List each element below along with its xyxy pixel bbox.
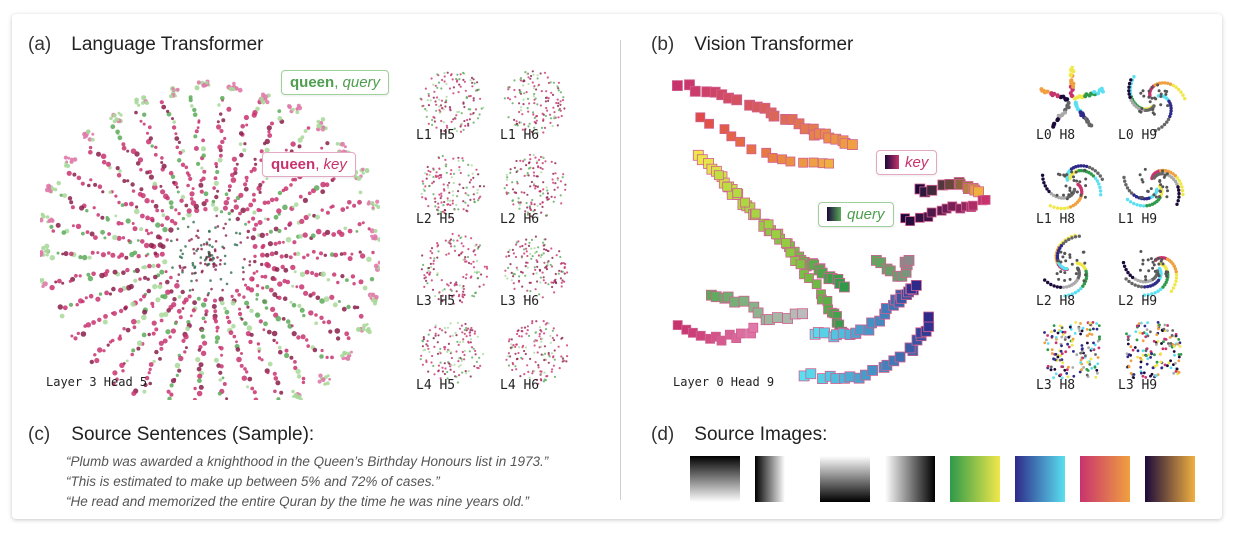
language-thumb-l4-h6 <box>505 320 569 385</box>
language-thumb-label: L3 H5 <box>416 294 456 309</box>
language-thumb-l2-h6 <box>503 153 567 219</box>
language-thumb-label: L1 H5 <box>416 128 456 143</box>
panel-divider <box>620 40 621 500</box>
panel-d-heading: Source Images: <box>694 424 828 445</box>
vision-thumb-label: L3 H9 <box>1118 378 1158 393</box>
vision-thumb-l3-h9 <box>1125 321 1183 379</box>
vision-thumb-label: L2 H9 <box>1118 294 1158 309</box>
vision-thumb-l0-h9 <box>1127 75 1187 133</box>
panel-d-title: (d) Source Images: <box>651 424 827 446</box>
vision-key-role: key <box>905 154 929 171</box>
vision-key-callout: key <box>876 150 938 175</box>
language-thumb-l3-h6 <box>504 235 569 299</box>
language-thumb-label: L2 H6 <box>500 212 540 227</box>
source-image-blue-cyan <box>1015 456 1065 502</box>
sentence-2: “This is estimated to make up between 5%… <box>66 474 440 489</box>
queen-key-word: queen <box>271 156 316 173</box>
vision-thumb-l1-h8 <box>1040 164 1104 211</box>
language-thumb-label: L4 H5 <box>416 378 456 393</box>
vision-thumb-l0-h8 <box>1039 66 1105 129</box>
sentence-3: “He read and memorized the entire Quran … <box>66 494 529 509</box>
vision-thumb-label: L3 H8 <box>1036 378 1076 393</box>
source-image-gray-vertical <box>690 456 740 502</box>
vision-thumb-label: L0 H8 <box>1036 128 1076 143</box>
source-image-purple-gold <box>1145 456 1195 502</box>
language-thumb-l1-h6 <box>503 70 566 134</box>
vision-main-label: Layer 0 Head 9 <box>673 375 775 389</box>
panel-c-tag: (c) <box>28 424 51 445</box>
vision-thumb-l2-h9 <box>1121 250 1179 297</box>
vision-thumb-l3-h8 <box>1043 321 1101 380</box>
source-image-gray-horizontal-center <box>755 456 805 502</box>
language-main-label: Layer 3 Head 5 <box>46 375 148 389</box>
panel-a-tag: (a) <box>28 34 52 55</box>
language-thumb-label: L4 H6 <box>500 378 540 393</box>
queen-key-sep: , <box>315 156 324 173</box>
source-image-green-yellow <box>950 456 1000 502</box>
key-swatch-icon <box>885 155 899 169</box>
vision-query-role: query <box>847 206 885 223</box>
queen-key-callout: queen, key <box>262 152 356 177</box>
source-sentences: “Plumb was awarded a knighthood in the Q… <box>66 452 548 512</box>
panel-b-heading: Vision Transformer <box>694 34 854 55</box>
language-thumb-l2-h5 <box>420 154 486 219</box>
source-image-gray-vertical-inverted <box>820 456 870 502</box>
language-thumb-label: L2 H5 <box>416 212 456 227</box>
language-thumb-label: L1 H6 <box>500 128 540 143</box>
vision-main-scatter <box>671 79 991 385</box>
sentence-1: “Plumb was awarded a knighthood in the Q… <box>66 454 549 469</box>
language-thumb-l1-h5 <box>419 71 485 134</box>
queen-query-sep: , <box>334 74 343 91</box>
panel-a-heading: Language Transformer <box>71 34 264 55</box>
source-image-red-orange <box>1080 456 1130 502</box>
panel-a-title: (a) Language Transformer <box>28 34 264 56</box>
queen-query-role: query <box>342 74 381 91</box>
panel-d-tag: (d) <box>651 424 675 445</box>
vision-thumb-l1-h9 <box>1122 167 1185 208</box>
vision-thumb-label: L0 H9 <box>1118 128 1158 143</box>
panel-b-tag: (b) <box>651 34 675 55</box>
queen-key-role: key <box>323 156 347 173</box>
language-thumb-l3-h5 <box>420 232 489 305</box>
vision-query-callout: query <box>818 202 894 227</box>
queen-query-callout: queen, query <box>281 70 390 95</box>
panel-c-title: (c) Source Sentences (Sample): <box>28 424 314 446</box>
language-thumb-label: L3 H6 <box>500 294 540 309</box>
panel-c-heading: Source Sentences (Sample): <box>71 424 315 445</box>
queen-query-word: queen <box>290 74 335 91</box>
language-main-scatter <box>40 79 380 400</box>
panel-b-title: (b) Vision Transformer <box>651 34 853 56</box>
vision-thumb-label: L1 H8 <box>1036 212 1076 227</box>
source-image-gray-horizontal-inverted <box>885 456 935 502</box>
vision-thumb-label: L1 H9 <box>1118 212 1158 227</box>
vision-thumb-l2-h8 <box>1043 233 1089 298</box>
language-thumb-l4-h5 <box>419 321 485 384</box>
vision-thumb-label: L2 H8 <box>1036 294 1076 309</box>
query-swatch-icon <box>827 207 841 221</box>
